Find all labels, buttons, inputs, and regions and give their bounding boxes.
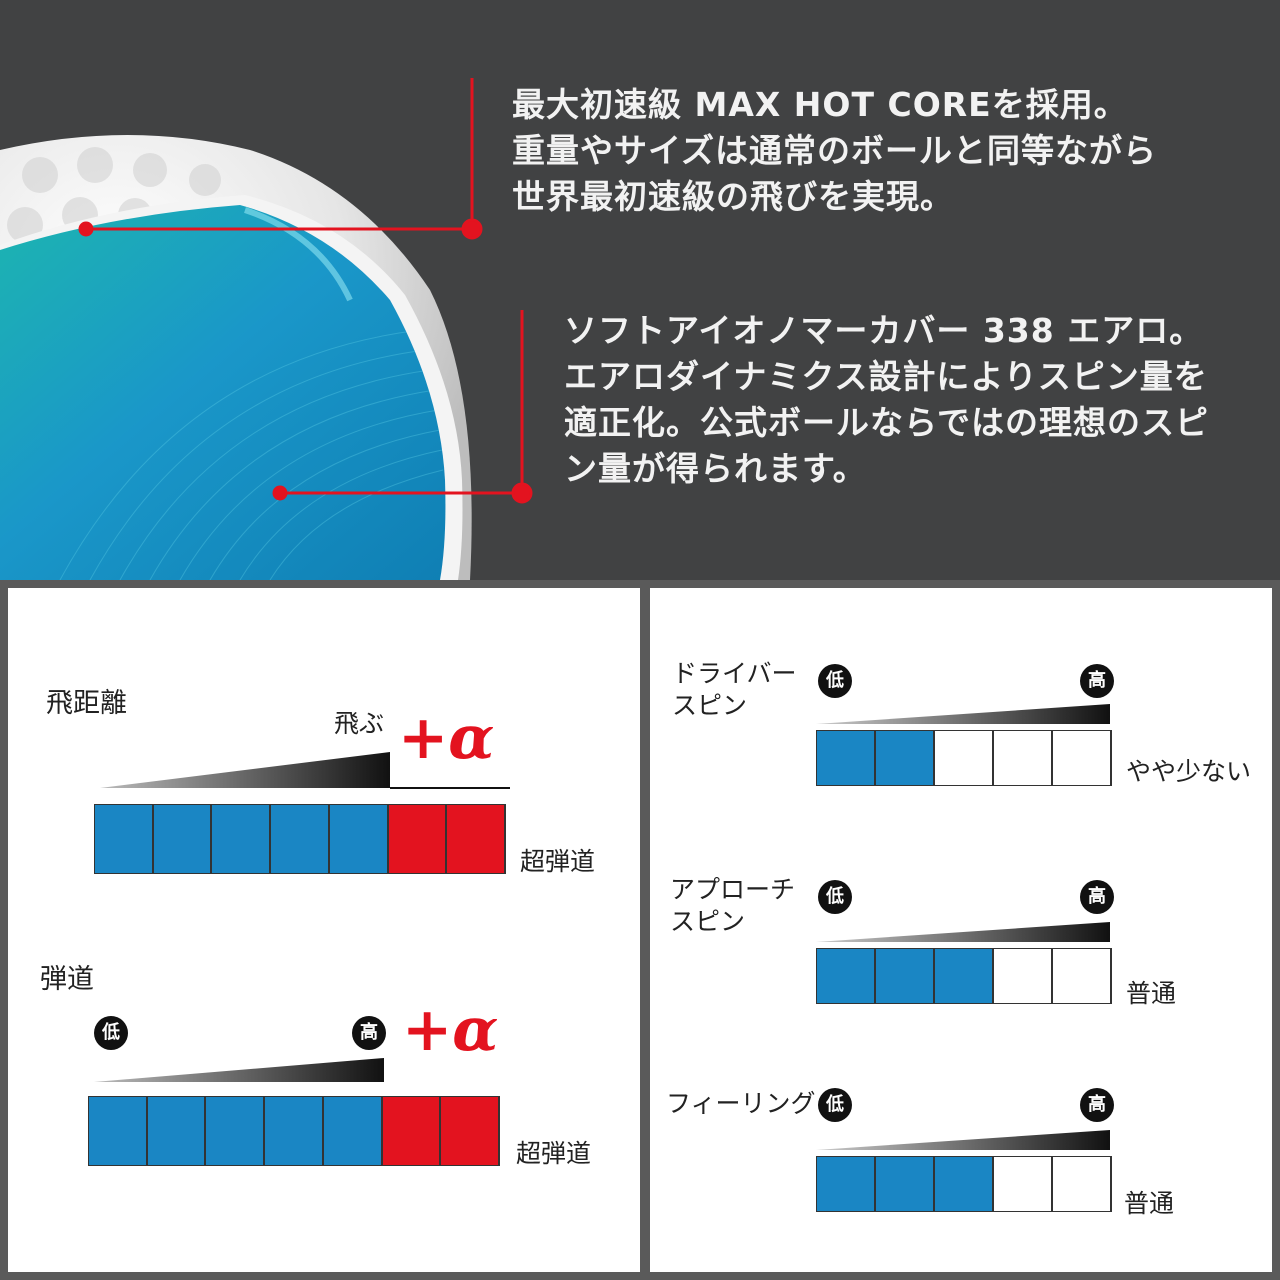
left-rating-panel: 飛距離 飛ぶ +α 超弾道 弾道 低 高 +α 超弾道 — [8, 588, 640, 1272]
feeling-title: フィーリング — [666, 1088, 816, 1120]
trajectory-rating-cell — [441, 1097, 501, 1165]
driver-spin-scale-wedge — [816, 704, 1110, 724]
cover-callout-line-2: エアロダイナミクス設計によりスピン量を — [564, 357, 1208, 396]
spin-rating-cell — [994, 949, 1053, 1003]
distance-rating-cell — [329, 805, 389, 873]
spin-rating-cell — [817, 1157, 876, 1211]
trajectory-high-badge: 高 — [352, 1016, 386, 1050]
hero-section: 最大初速級 MAX HOT COREを採用。 重量やサイズは通常のボールと同等な… — [0, 0, 1280, 580]
driver-spin-title-line-2: スピン — [672, 691, 748, 720]
spin-rating-cell — [994, 1157, 1053, 1211]
feeling-high-badge: 高 — [1080, 1088, 1114, 1122]
distance-rating-cell — [447, 805, 507, 873]
core-callout-line-1: 最大初速級 MAX HOT COREを採用。 — [512, 85, 1128, 124]
distance-scale-wedge — [100, 752, 510, 789]
spin-rating-cell — [935, 1157, 994, 1211]
trajectory-result: 超弾道 — [516, 1139, 592, 1168]
spin-rating-cell — [876, 949, 935, 1003]
trajectory-title: 弾道 — [40, 964, 94, 995]
driver-spin-title-line-1: ドライバー — [672, 659, 797, 688]
distance-title: 飛距離 — [46, 688, 127, 719]
spin-rating-cell — [817, 731, 876, 785]
trajectory-rating-cell — [206, 1097, 266, 1165]
spin-rating-cell — [1053, 949, 1112, 1003]
trajectory-scale-wedge — [94, 1058, 384, 1082]
feeling-rating-bar — [816, 1156, 1112, 1212]
spin-rating-cell — [935, 949, 994, 1003]
core-callout-line-3: 世界最初速級の飛びを実現。 — [512, 177, 954, 216]
spin-rating-cell — [994, 731, 1053, 785]
driver-spin-title: ドライバー スピン — [672, 658, 797, 722]
trajectory-plus-alpha: +α — [402, 995, 499, 1065]
trajectory-rating-cell — [382, 1097, 442, 1165]
approach-spin-high-badge: 高 — [1080, 880, 1114, 914]
distance-rating-cell — [212, 805, 272, 873]
golf-ball-cutaway-illustration — [0, 78, 533, 580]
core-callout: 最大初速級 MAX HOT COREを採用。 重量やサイズは通常のボールと同等な… — [512, 82, 1157, 220]
core-layer — [0, 205, 446, 580]
feeling-scale-wedge — [816, 1130, 1110, 1150]
core-callout-line-2: 重量やサイズは通常のボールと同等ながら — [512, 131, 1158, 170]
spin-rating-cell — [876, 1157, 935, 1211]
distance-rating-cell — [271, 805, 330, 873]
feeling-low-badge: 低 — [818, 1088, 852, 1122]
distance-result: 超弾道 — [520, 847, 596, 876]
approach-spin-scale-wedge — [816, 922, 1110, 942]
spin-rating-cell — [1053, 1157, 1112, 1211]
trajectory-rating-cell — [147, 1097, 207, 1165]
spin-rating-cell — [817, 949, 876, 1003]
approach-spin-rating-bar — [816, 948, 1112, 1004]
driver-spin-result: やや少ない — [1126, 757, 1252, 786]
trajectory-rating-cell — [265, 1097, 324, 1165]
cover-callout: ソフトアイオノマーカバー 338 エアロ。 エアロダイナミクス設計によりスピン量… — [564, 308, 1209, 492]
distance-rating-cell — [153, 805, 213, 873]
approach-spin-low-badge: 低 — [818, 880, 852, 914]
distance-plus-alpha: +α — [398, 703, 495, 773]
approach-spin-result: 普通 — [1126, 979, 1177, 1008]
distance-rating-cell — [95, 805, 154, 873]
distance-rating-cell — [388, 805, 448, 873]
approach-spin-title-line-1: アプローチ — [670, 875, 796, 904]
cover-callout-line-4: ン量が得られます。 — [564, 449, 867, 488]
trajectory-low-badge: 低 — [94, 1016, 128, 1050]
trajectory-rating-cell — [89, 1097, 148, 1165]
spin-rating-cell — [1053, 731, 1112, 785]
trajectory-rating-cell — [323, 1097, 383, 1165]
driver-spin-low-badge: 低 — [818, 664, 852, 698]
cover-callout-line-3: 適正化。公式ボールならではの理想のスピ — [564, 403, 1210, 442]
distance-high-label: 飛ぶ — [334, 709, 385, 738]
distance-rating-bar — [94, 804, 507, 874]
spin-rating-cell — [935, 731, 994, 785]
feeling-result: 普通 — [1124, 1189, 1175, 1218]
driver-spin-rating-bar — [816, 730, 1112, 786]
right-rating-panel: ドライバー スピン 低 高 やや少ない アプローチ スピン 低 高 普通 フィー… — [650, 588, 1272, 1272]
driver-spin-high-badge: 高 — [1080, 664, 1114, 698]
approach-spin-title-line-2: スピン — [670, 907, 746, 936]
spin-rating-cell — [876, 731, 935, 785]
feeling-title-line-1: フィーリング — [666, 1089, 816, 1118]
cover-callout-line-1: ソフトアイオノマーカバー 338 エアロ。 — [564, 311, 1204, 350]
trajectory-rating-bar — [88, 1096, 501, 1166]
approach-spin-title: アプローチ スピン — [670, 874, 795, 938]
